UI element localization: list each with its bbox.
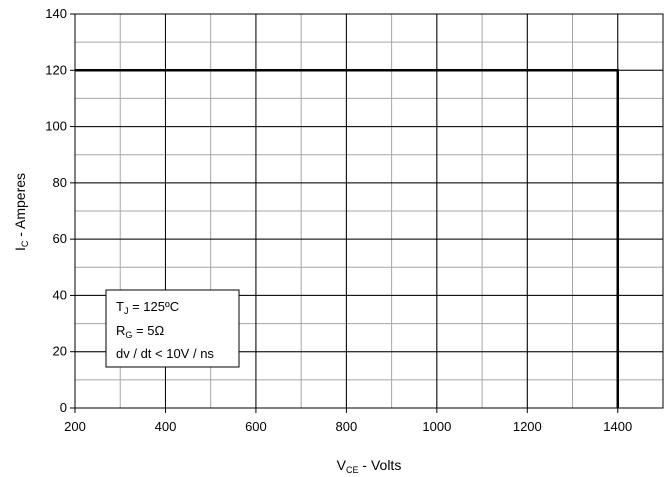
y-axis-title: IC - Amperes: [12, 173, 30, 251]
x-tick-label: 1000: [422, 419, 451, 434]
legend-line-tj: TJ = 125ºC: [116, 299, 179, 316]
legend-box: TJ = 125ºC RG = 5Ω dv / dt < 10V / ns: [105, 289, 240, 368]
y-tick-label: 100: [45, 119, 67, 134]
y-tick-label: 20: [53, 344, 67, 359]
x-tick-label: 600: [245, 419, 267, 434]
y-tick-label: 80: [53, 175, 67, 190]
legend-frame: [105, 289, 240, 368]
x-tick-label: 400: [155, 419, 177, 434]
y-tick-label: 140: [45, 6, 67, 21]
y-tick-label: 40: [53, 287, 67, 302]
legend-line-rg: RG = 5Ω: [116, 323, 164, 340]
x-tick-labels: 200 400 600 800 1000 1200 1400: [64, 419, 632, 434]
x-tick-label: 1200: [513, 419, 542, 434]
x-tick-label: 200: [64, 419, 86, 434]
x-tick-label: 800: [336, 419, 358, 434]
x-axis-title: VCE - Volts: [337, 457, 402, 475]
y-tick-label: 0: [60, 400, 67, 415]
y-tick-label: 120: [45, 62, 67, 77]
series-line-rbsoa: [75, 69, 620, 408]
y-tick-label: 60: [53, 231, 67, 246]
y-tick-labels: 0 20 40 60 80 100 120 140: [45, 6, 67, 415]
plot-frame: [74, 13, 664, 409]
x-tick-label: 1400: [603, 419, 632, 434]
legend-line-dvdt: dv / dt < 10V / ns: [116, 346, 214, 361]
axis-ticks: [70, 13, 619, 413]
series-layer: [75, 69, 620, 408]
